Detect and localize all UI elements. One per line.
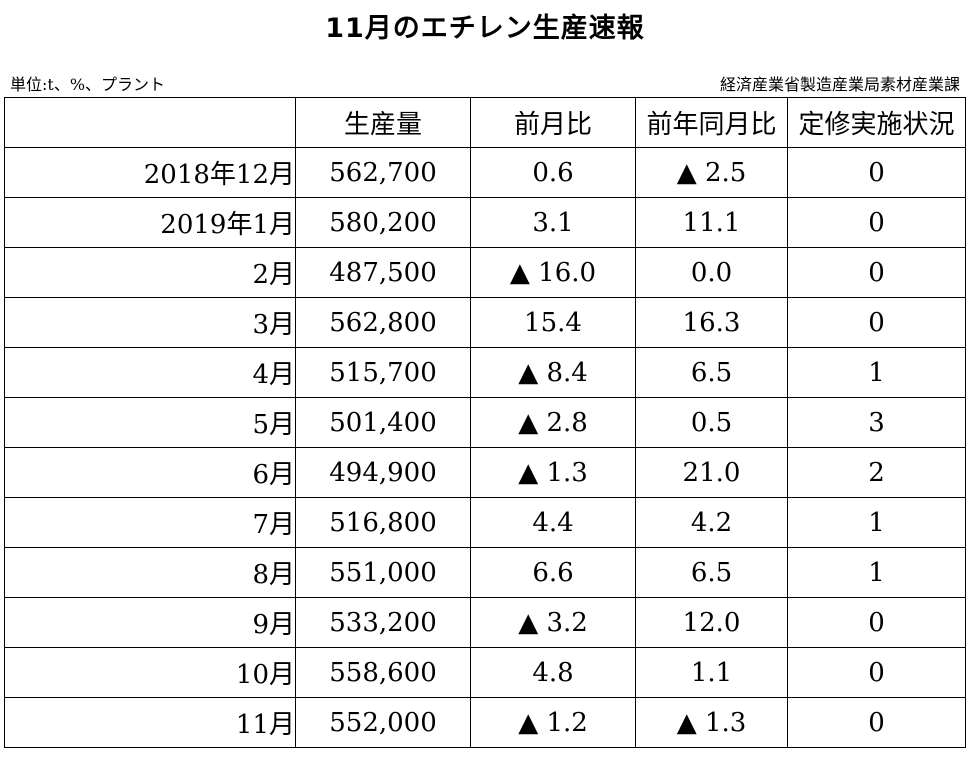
yoy-cell: 21.0 <box>635 447 788 498</box>
yoy-cell: 11.1 <box>635 197 788 248</box>
production-cell: 552,000 <box>295 697 471 748</box>
yoy-cell: ▲ 1.3 <box>635 697 788 748</box>
production-cell: 516,800 <box>295 497 471 548</box>
maintenance-cell: 0 <box>787 297 966 348</box>
maintenance-cell: 0 <box>787 597 966 648</box>
header-production: 生産量 <box>295 97 471 148</box>
maintenance-cell: 1 <box>787 547 966 598</box>
maintenance-cell: 0 <box>787 697 966 748</box>
mom-cell: ▲ 8.4 <box>470 347 636 398</box>
maintenance-cell: 0 <box>787 647 966 698</box>
table-row: 4月 515,700 ▲ 8.4 6.5 1 <box>4 347 966 398</box>
period-cell: 5月 <box>4 397 296 448</box>
yoy-cell: 6.5 <box>635 347 788 398</box>
production-cell: 494,900 <box>295 447 471 498</box>
production-cell: 562,800 <box>295 297 471 348</box>
yoy-cell: 1.1 <box>635 647 788 698</box>
period-cell: 8月 <box>4 547 296 598</box>
period-cell: 2月 <box>4 247 296 298</box>
yoy-cell: 16.3 <box>635 297 788 348</box>
maintenance-cell: 1 <box>787 497 966 548</box>
yoy-cell: 0.0 <box>635 247 788 298</box>
maintenance-cell: 2 <box>787 447 966 498</box>
maintenance-cell: 0 <box>787 147 966 198</box>
table-row: 7月 516,800 4.4 4.2 1 <box>4 497 966 548</box>
mom-cell: ▲ 3.2 <box>470 597 636 648</box>
maintenance-cell: 1 <box>787 347 966 398</box>
yoy-cell: 6.5 <box>635 547 788 598</box>
table-row: 11月 552,000 ▲ 1.2 ▲ 1.3 0 <box>4 697 966 748</box>
mom-cell: 0.6 <box>470 147 636 198</box>
yoy-cell: 12.0 <box>635 597 788 648</box>
period-cell: 9月 <box>4 597 296 648</box>
ethylene-production-table: 生産量 前月比 前年同月比 定修実施状況 2018年12月 562,700 0.6 ▲… <box>4 97 966 748</box>
header-yoy: 前年同月比 <box>635 97 788 148</box>
production-cell: 533,200 <box>295 597 471 648</box>
unit-note: 単位:t、%、プラント <box>10 75 166 94</box>
production-cell: 501,400 <box>295 397 471 448</box>
mom-cell: ▲ 1.3 <box>470 447 636 498</box>
period-cell: 7月 <box>4 497 296 548</box>
period-cell: 3月 <box>4 297 296 348</box>
production-cell: 580,200 <box>295 197 471 248</box>
yoy-cell: 0.5 <box>635 397 788 448</box>
production-cell: 487,500 <box>295 247 471 298</box>
table-row: 9月 533,200 ▲ 3.2 12.0 0 <box>4 597 966 648</box>
header-mom: 前月比 <box>470 97 636 148</box>
table-row: 6月 494,900 ▲ 1.3 21.0 2 <box>4 447 966 498</box>
period-cell: 6月 <box>4 447 296 498</box>
mom-cell: 6.6 <box>470 547 636 598</box>
table-row: 2019年1月 580,200 3.1 11.1 0 <box>4 197 966 248</box>
mom-cell: 3.1 <box>470 197 636 248</box>
period-cell: 4月 <box>4 347 296 398</box>
period-cell: 11月 <box>4 697 296 748</box>
header-period <box>4 97 296 148</box>
table-row: 5月 501,400 ▲ 2.8 0.5 3 <box>4 397 966 448</box>
table-row: 3月 562,800 15.4 16.3 0 <box>4 297 966 348</box>
yoy-cell: 4.2 <box>635 497 788 548</box>
table-header-row: 生産量 前月比 前年同月比 定修実施状況 <box>4 97 966 148</box>
table-row: 10月 558,600 4.8 1.1 0 <box>4 647 966 698</box>
production-cell: 558,600 <box>295 647 471 698</box>
mom-cell: 15.4 <box>470 297 636 348</box>
maintenance-cell: 0 <box>787 197 966 248</box>
production-cell: 515,700 <box>295 347 471 398</box>
yoy-cell: ▲ 2.5 <box>635 147 788 198</box>
maintenance-cell: 3 <box>787 397 966 448</box>
mom-cell: 4.8 <box>470 647 636 698</box>
mom-cell: ▲ 1.2 <box>470 697 636 748</box>
page-title: 11月のエチレン生産速報 <box>325 13 645 44</box>
header-maintenance: 定修実施状況 <box>787 97 966 148</box>
mom-cell: ▲ 2.8 <box>470 397 636 448</box>
period-cell: 10月 <box>4 647 296 698</box>
production-cell: 551,000 <box>295 547 471 598</box>
table-row: 2018年12月 562,700 0.6 ▲ 2.5 0 <box>4 147 966 198</box>
mom-cell: ▲ 16.0 <box>470 247 636 298</box>
period-cell: 2018年12月 <box>4 147 296 198</box>
maintenance-cell: 0 <box>787 247 966 298</box>
source-note: 経済産業省製造産業局素材産業課 <box>719 75 960 94</box>
mom-cell: 4.4 <box>470 497 636 548</box>
table-row: 8月 551,000 6.6 6.5 1 <box>4 547 966 598</box>
table-row: 2月 487,500 ▲ 16.0 0.0 0 <box>4 247 966 298</box>
period-cell: 2019年1月 <box>4 197 296 248</box>
production-cell: 562,700 <box>295 147 471 198</box>
